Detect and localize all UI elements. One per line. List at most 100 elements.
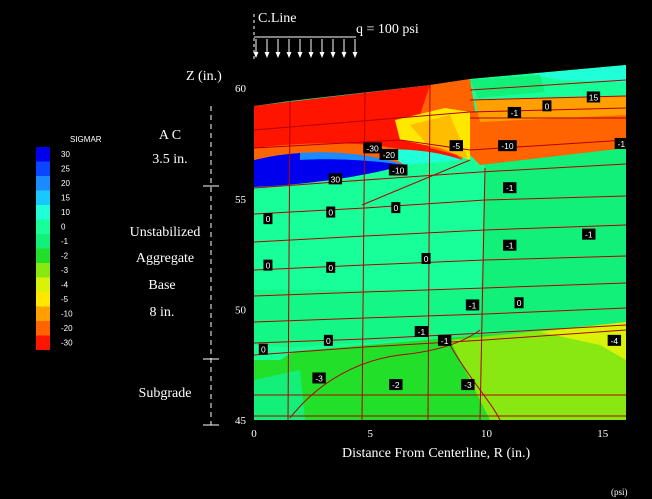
legend-item: -20 — [36, 321, 73, 336]
y-tick-label: 55 — [235, 194, 247, 206]
svg-text:-3: -3 — [315, 373, 323, 383]
legend-swatch — [36, 205, 50, 220]
legend-swatch — [36, 190, 50, 205]
centerline-label: C.Line — [258, 11, 297, 26]
contour-label: -4 — [607, 334, 622, 346]
legend-label: -10 — [61, 310, 73, 319]
layer-subgrade-label: Subgrade — [139, 386, 192, 401]
layer-base-line1: Unstabilized — [130, 225, 201, 240]
contour-label: -10 — [498, 140, 517, 152]
load-label: q = 100 psi — [356, 22, 419, 37]
svg-text:-4: -4 — [611, 336, 619, 346]
legend-label: -20 — [61, 324, 73, 333]
legend-swatch — [36, 321, 50, 336]
contour-label: -1 — [582, 228, 596, 240]
load-arrow — [341, 39, 347, 58]
svg-text:-5: -5 — [452, 141, 460, 151]
legend-item: -2 — [36, 248, 69, 263]
svg-text:-2: -2 — [392, 380, 400, 390]
legend-item: 20 — [36, 176, 70, 191]
legend-item: -30 — [36, 335, 73, 350]
legend-swatch — [36, 306, 50, 321]
contour-label: -3 — [461, 379, 475, 391]
legend-label: 15 — [61, 194, 70, 203]
legend-label: 30 — [61, 150, 70, 159]
legend-label: -30 — [61, 339, 73, 348]
contour-label: -1 — [507, 106, 522, 118]
legend-item: -1 — [36, 234, 69, 249]
layer-dimension-lines — [203, 106, 219, 426]
contour-label: 0 — [263, 213, 273, 225]
svg-text:15: 15 — [589, 92, 599, 102]
contour-label: 0 — [542, 100, 552, 112]
load-arrow — [308, 39, 314, 58]
legend-swatch — [36, 161, 50, 176]
svg-text:0: 0 — [424, 254, 429, 264]
contour-label: 30 — [328, 173, 343, 185]
layer-ac-line1: A C — [159, 128, 181, 143]
svg-text:-1: -1 — [511, 108, 519, 118]
svg-text:-1: -1 — [441, 336, 449, 346]
layer-base-line3: Base — [148, 278, 175, 293]
legend-label: -3 — [61, 266, 69, 275]
contour-label: -1 — [465, 299, 480, 311]
contour-label: -1 — [414, 326, 429, 337]
svg-text:0: 0 — [261, 345, 266, 355]
legend-title: SIGMAR — [70, 135, 102, 144]
svg-text:30: 30 — [331, 174, 341, 184]
axes: 0 5 10 15 45 50 55 60 — [235, 83, 609, 440]
contour-label: -1 — [503, 239, 517, 251]
svg-text:-1: -1 — [618, 139, 626, 149]
legend-label: -1 — [61, 237, 69, 246]
contour-label: 0 — [258, 343, 268, 355]
legend-label: -4 — [61, 281, 69, 290]
legend-swatch — [36, 335, 50, 350]
legend-item: 25 — [36, 161, 70, 176]
contour-label: -2 — [389, 379, 403, 391]
load-arrow — [275, 39, 281, 58]
svg-text:-1: -1 — [418, 327, 426, 337]
legend-label: 0 — [61, 223, 66, 232]
contour-label: -30 — [363, 142, 382, 154]
load-arrow — [297, 39, 303, 58]
svg-text:-20: -20 — [383, 150, 396, 160]
legend-swatch — [36, 263, 50, 278]
svg-text:-1: -1 — [506, 241, 514, 251]
x-tick-label: 15 — [597, 428, 609, 440]
svg-text:0: 0 — [328, 208, 333, 218]
y-tick-label: 45 — [235, 415, 247, 427]
x-axis-label: Distance From Centerline, R (in.) — [342, 446, 531, 461]
svg-text:-1: -1 — [469, 300, 477, 310]
units-note: (psi) — [611, 487, 628, 497]
contour-label: 0 — [326, 261, 336, 273]
layer-ac-line2: 3.5 in. — [152, 152, 187, 167]
y-tick-label: 60 — [235, 83, 247, 95]
legend-item: -3 — [36, 263, 69, 278]
contour-label: -3 — [312, 372, 326, 384]
legend-label: -5 — [61, 295, 69, 304]
svg-text:0: 0 — [393, 203, 398, 213]
svg-text:-30: -30 — [366, 143, 379, 153]
contour-label: -1 — [437, 334, 452, 346]
legend-swatch — [36, 277, 50, 292]
contour-label: 0 — [391, 202, 401, 214]
contour-label: 0 — [421, 252, 431, 264]
legend-label: 25 — [61, 165, 70, 174]
load-arrow — [264, 39, 270, 58]
load-arrow — [352, 39, 358, 58]
mesh-lines — [254, 79, 626, 420]
x-tick-label: 10 — [481, 428, 493, 440]
legend-item: 15 — [36, 190, 70, 205]
svg-text:0: 0 — [328, 263, 333, 273]
contour-label: -20 — [379, 149, 399, 160]
legend-item: 0 — [36, 219, 66, 234]
legend-item: 10 — [36, 205, 70, 220]
legend-item: -4 — [36, 277, 69, 292]
svg-text:-10: -10 — [501, 141, 514, 151]
svg-text:-1: -1 — [585, 230, 593, 240]
svg-text:0: 0 — [326, 336, 331, 346]
legend-swatch — [36, 248, 50, 263]
contour-label: 0 — [263, 259, 273, 271]
contour-label: 15 — [586, 91, 601, 103]
